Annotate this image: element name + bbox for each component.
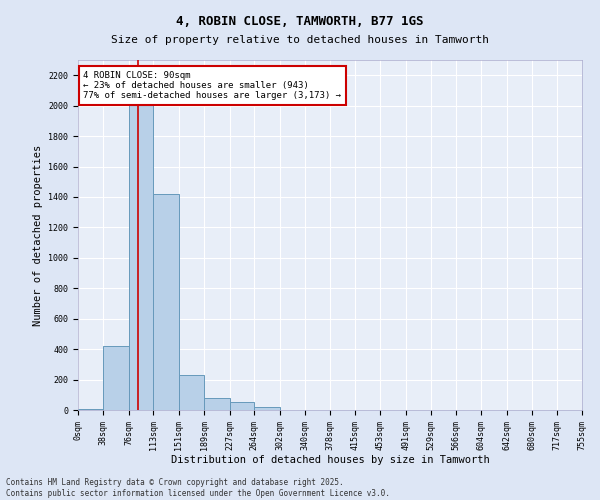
Y-axis label: Number of detached properties: Number of detached properties (33, 144, 43, 326)
Bar (103, 346, 129, 410)
Text: 4 ROBIN CLOSE: 90sqm
← 23% of detached houses are smaller (943)
77% of semi-deta: 4 ROBIN CLOSE: 90sqm ← 23% of detached h… (83, 70, 341, 101)
Bar (230, 402, 254, 410)
Bar (204, 398, 230, 410)
Text: Size of property relative to detached houses in Tamworth: Size of property relative to detached ho… (111, 35, 489, 45)
Bar (78, 409, 103, 410)
Text: Contains HM Land Registry data © Crown copyright and database right 2025.
Contai: Contains HM Land Registry data © Crown c… (6, 478, 390, 498)
Bar (254, 407, 280, 410)
Text: 4, ROBIN CLOSE, TAMWORTH, B77 1GS: 4, ROBIN CLOSE, TAMWORTH, B77 1GS (176, 15, 424, 28)
Bar (129, 90, 154, 410)
Bar (179, 375, 204, 410)
X-axis label: Distribution of detached houses by size in Tamworth: Distribution of detached houses by size … (170, 456, 490, 466)
Bar (154, 194, 179, 410)
